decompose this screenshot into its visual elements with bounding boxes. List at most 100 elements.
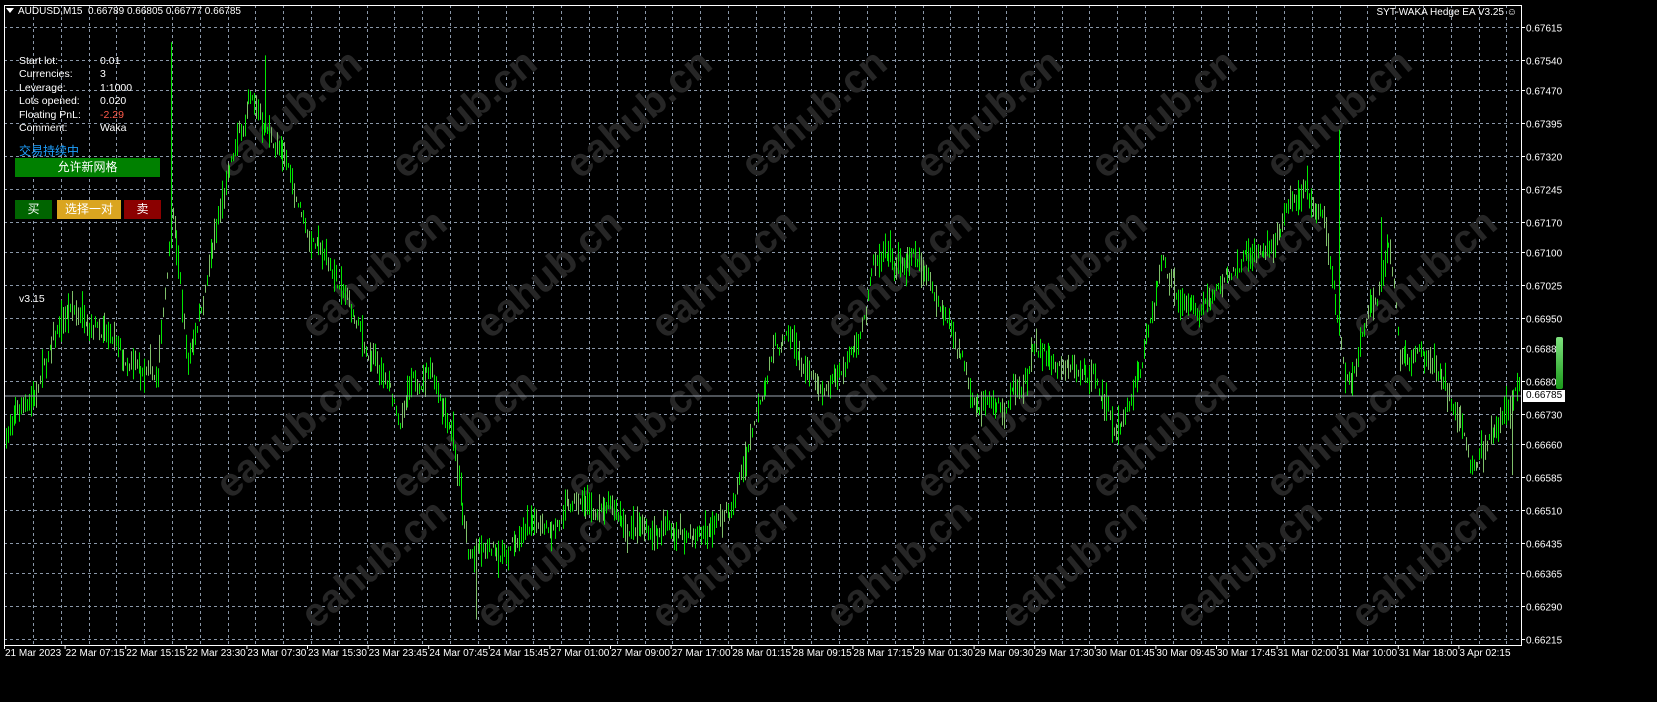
time-tick-label: 31 Mar 18:00 — [1399, 648, 1458, 659]
info-value: 0.01 — [100, 55, 121, 67]
watermark: eahub.cn — [1083, 360, 1246, 507]
watermark: eahub.cn — [1168, 490, 1331, 637]
watermark: eahub.cn — [383, 40, 546, 187]
time-axis: 21 Mar 2023 22 Mar 07:15 22 Mar 15:15 22 Ma… — [4, 645, 1511, 659]
info-value: Waka — [100, 122, 127, 135]
price-tick-label: 0.67395 — [1526, 120, 1563, 131]
price-tick-label: 0.67470 — [1526, 87, 1563, 98]
time-tick-label: 27 Mar 09:00 — [611, 648, 670, 659]
price-tick-label: 0.67320 — [1526, 153, 1563, 164]
info-row-currencies: Currencies: 3 — [19, 68, 132, 81]
time-tick-label: 23 Mar 07:30 — [247, 648, 306, 659]
info-value: 1:1000 — [100, 81, 133, 94]
info-panel: Start lot: 0.01 Currencies: 3 Leverage: 1:1… — [19, 55, 132, 135]
price-tick-label: 0.67100 — [1526, 249, 1563, 260]
chart-frame — [4, 5, 1522, 646]
price-tick-label: 0.67615 — [1526, 24, 1563, 35]
price-tick-label: 0.66365 — [1526, 570, 1563, 581]
price-tick-label: 0.66215 — [1526, 636, 1563, 647]
price-tick-label: 0.66805 — [1526, 378, 1563, 389]
price-bars — [6, 42, 1520, 620]
dropdown-triangle-icon[interactable] — [6, 8, 14, 13]
select-pair-button[interactable]: 选择一对 — [57, 200, 121, 219]
time-tick-label: 22 Mar 15:15 — [126, 648, 185, 659]
price-tick-label: 0.66950 — [1526, 315, 1563, 326]
time-tick-label: 30 Mar 01:45 — [1096, 648, 1155, 659]
time-tick-label: 29 Mar 01:30 — [914, 648, 973, 659]
time-tick-label: 29 Mar 09:30 — [975, 648, 1034, 659]
info-row-floating-pnl: Floating PnL: -2.29 — [19, 109, 132, 122]
watermark: eahub.cn — [383, 360, 546, 507]
chart-title[interactable]: AUDUSD,M15 0.66789 0.66805 0.66777 0.667… — [6, 6, 241, 17]
floating-pnl-value: -2.29 — [100, 108, 124, 121]
time-tick-label: 23 Mar 15:30 — [308, 648, 367, 659]
time-tick-label: 28 Mar 01:15 — [732, 648, 791, 659]
time-tick-label: 22 Mar 23:30 — [187, 648, 246, 659]
watermark: eahub.cn — [1343, 490, 1506, 637]
time-tick-label: 23 Mar 23:45 — [369, 648, 428, 659]
watermark: eahub.cn — [468, 490, 631, 637]
sell-button[interactable]: 卖 — [124, 200, 161, 219]
time-tick-label: 31 Mar 10:00 — [1338, 648, 1397, 659]
time-tick-label: 27 Mar 17:00 — [672, 648, 731, 659]
info-label: Floating PnL: — [19, 108, 81, 121]
watermark: eahub.cn — [908, 360, 1071, 507]
info-label: Start lot: — [19, 55, 59, 67]
scroll-indicator[interactable] — [1556, 337, 1563, 389]
info-row-comment: Comment: Waka — [19, 122, 132, 135]
info-label: Lots opened: — [19, 95, 80, 108]
info-row-lots-opened: Lots opened: 0.020 — [19, 95, 132, 108]
ea-name-label: SYT-WAKA Hedge EA V3.25 — [1376, 7, 1504, 18]
watermark: eahub.cn — [208, 360, 371, 507]
trading-status: 交易持续中 — [19, 144, 80, 158]
buy-button[interactable]: 买 — [15, 200, 52, 219]
time-tick-label: 22 Mar 07:15 — [66, 648, 125, 659]
price-tick-label: 0.66290 — [1526, 603, 1563, 614]
current-price-tag: 0.66785 — [1523, 390, 1566, 402]
time-tick-label: 30 Mar 17:45 — [1217, 648, 1276, 659]
price-tick-label: 0.67170 — [1526, 219, 1563, 230]
allow-new-grid-button[interactable]: 允许新网格 — [15, 158, 160, 177]
watermark: eahub.cn — [558, 40, 721, 187]
time-tick-label: 30 Mar 09:45 — [1156, 648, 1215, 659]
info-row-start-lot: Start lot: 0.01 — [19, 55, 132, 68]
price-tick-label: 0.66880 — [1526, 345, 1563, 356]
info-value: 0.020 — [100, 95, 127, 108]
price-tick-label: 0.67540 — [1526, 57, 1563, 68]
info-row-leverage: Leverage: 1:1000 — [19, 82, 132, 95]
price-tick-label: 0.66660 — [1526, 441, 1563, 452]
info-label: Comment: — [19, 122, 68, 135]
time-tick-label: 28 Mar 17:15 — [853, 648, 912, 659]
time-tick-label: 3 Apr 02:15 — [1459, 648, 1511, 659]
price-tick-label: 0.66435 — [1526, 540, 1563, 551]
price-tick-label: 0.67245 — [1526, 186, 1563, 197]
price-axis: 0.67615 0.67540 0.67470 0.67395 0.67320 0.672… — [1521, 24, 1563, 647]
time-tick-label: 21 Mar 2023 — [5, 648, 62, 659]
ea-name: SYT-WAKA Hedge EA V3.25 ☺ — [1377, 7, 1517, 18]
time-tick-label: 28 Mar 09:15 — [793, 648, 852, 659]
time-tick-label: 27 Mar 01:00 — [550, 648, 609, 659]
watermark: eahub.cn — [1083, 40, 1246, 187]
time-tick-label: 24 Mar 15:45 — [490, 648, 549, 659]
info-label: Leverage: — [19, 81, 66, 94]
price-tick-label: 0.66585 — [1526, 474, 1563, 485]
time-tick-label: 31 Mar 02:00 — [1278, 648, 1337, 659]
ohlc-values: 0.66789 0.66805 0.66777 0.66785 — [88, 6, 241, 17]
version-label: v3.15 — [19, 293, 45, 305]
watermark: eahub.cn — [818, 490, 981, 637]
watermark: eahub.cn — [293, 490, 456, 637]
time-tick-label: 24 Mar 07:45 — [429, 648, 488, 659]
price-tick-label: 0.66510 — [1526, 507, 1563, 518]
info-value: 3 — [100, 68, 106, 81]
price-tick-label: 0.67025 — [1526, 282, 1563, 293]
watermark: eahub.cn — [558, 360, 721, 507]
watermark: eahub.cn — [908, 40, 1071, 187]
watermark: eahub.cn — [993, 490, 1156, 637]
time-tick-label: 29 Mar 17:30 — [1035, 648, 1094, 659]
symbol-label: AUDUSD,M15 — [18, 6, 83, 17]
price-tick-label: 0.66730 — [1526, 411, 1563, 422]
watermark: eahub.cn — [643, 490, 806, 637]
smiley-icon: ☺ — [1506, 7, 1517, 18]
info-label: Currencies: — [19, 68, 73, 81]
